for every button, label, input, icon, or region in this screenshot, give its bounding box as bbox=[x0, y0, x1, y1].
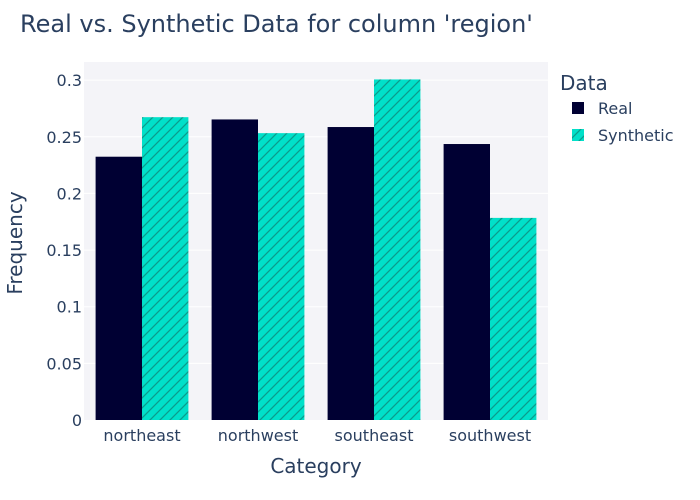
x-tick-label: southwest bbox=[449, 426, 531, 445]
x-axis-label: Category bbox=[270, 454, 362, 478]
y-tick-label: 0 bbox=[72, 411, 82, 430]
chart-title: Real vs. Synthetic Data for column 'regi… bbox=[20, 10, 533, 38]
legend-item-synthetic[interactable]: Synthetic bbox=[572, 126, 674, 145]
x-tick-label: northeast bbox=[103, 426, 180, 445]
y-tick-label: 0.2 bbox=[57, 184, 82, 203]
bar-synthetic-southeast[interactable] bbox=[374, 79, 421, 420]
bar-real-southwest[interactable] bbox=[443, 144, 490, 421]
y-tick-label: 0.1 bbox=[57, 298, 82, 317]
y-tick-label: 0.3 bbox=[57, 71, 82, 90]
x-tick-label: northwest bbox=[218, 426, 298, 445]
legend[interactable]: Data Real Synthetic bbox=[560, 71, 674, 145]
y-tick-label: 0.15 bbox=[46, 241, 82, 260]
x-axis-ticks: northeast northwest southeast southwest bbox=[103, 426, 531, 445]
legend-swatch bbox=[572, 129, 584, 141]
legend-item-real[interactable]: Real bbox=[572, 99, 633, 118]
bar-synthetic-northwest[interactable] bbox=[258, 133, 305, 420]
bar-real-northeast[interactable] bbox=[95, 156, 142, 420]
y-tick-label: 0.25 bbox=[46, 128, 82, 147]
legend-title: Data bbox=[560, 71, 608, 95]
legend-label: Synthetic bbox=[598, 126, 674, 145]
legend-label: Real bbox=[598, 99, 633, 118]
bar-real-northwest[interactable] bbox=[211, 119, 258, 421]
x-tick-label: southeast bbox=[335, 426, 414, 445]
legend-swatch bbox=[572, 102, 584, 114]
bar-synthetic-northeast[interactable] bbox=[142, 117, 189, 420]
y-axis-ticks: 0 0.05 0.1 0.15 0.2 0.25 0.3 bbox=[46, 71, 82, 430]
bar-synthetic-southwest[interactable] bbox=[490, 217, 537, 420]
bars bbox=[95, 79, 537, 421]
y-tick-label: 0.05 bbox=[46, 354, 82, 373]
y-axis-label: Frequency bbox=[3, 191, 27, 294]
bar-real-southeast[interactable] bbox=[327, 127, 374, 420]
